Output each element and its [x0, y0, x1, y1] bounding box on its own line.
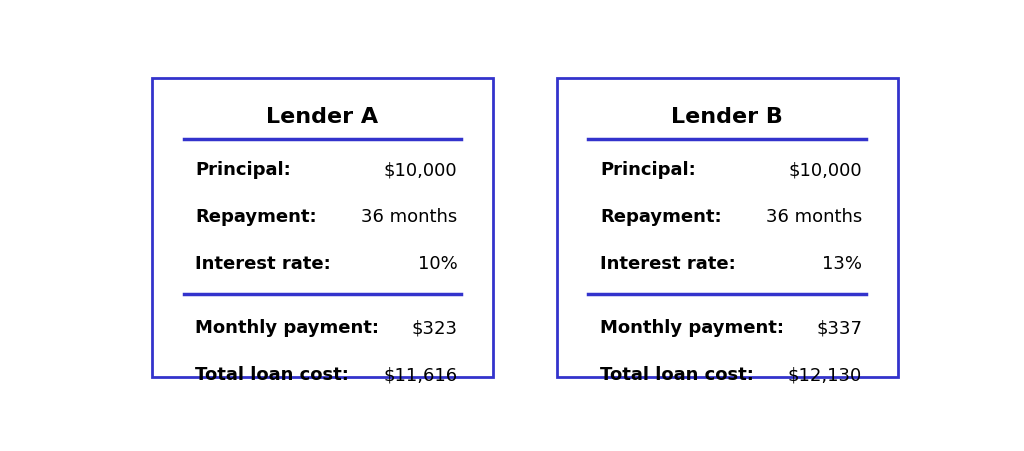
Text: Interest rate:: Interest rate: — [196, 255, 331, 273]
Text: 13%: 13% — [822, 255, 862, 273]
Text: 36 months: 36 months — [361, 208, 458, 226]
Text: Principal:: Principal: — [196, 161, 291, 179]
Text: Principal:: Principal: — [600, 161, 696, 179]
FancyBboxPatch shape — [152, 78, 494, 377]
Text: $10,000: $10,000 — [384, 161, 458, 179]
Text: 10%: 10% — [418, 255, 458, 273]
Text: Lender B: Lender B — [671, 106, 783, 127]
Text: $11,616: $11,616 — [383, 366, 458, 384]
FancyBboxPatch shape — [557, 78, 898, 377]
Text: Total loan cost:: Total loan cost: — [600, 366, 754, 384]
Text: $323: $323 — [412, 319, 458, 337]
Text: $12,130: $12,130 — [787, 366, 862, 384]
Text: Repayment:: Repayment: — [196, 208, 317, 226]
Text: 36 months: 36 months — [766, 208, 862, 226]
Text: $337: $337 — [816, 319, 862, 337]
Text: Interest rate:: Interest rate: — [600, 255, 736, 273]
Text: Repayment:: Repayment: — [600, 208, 722, 226]
Text: Monthly payment:: Monthly payment: — [196, 319, 380, 337]
Text: Monthly payment:: Monthly payment: — [600, 319, 784, 337]
Text: Total loan cost:: Total loan cost: — [196, 366, 349, 384]
Text: Lender A: Lender A — [266, 106, 379, 127]
Text: $10,000: $10,000 — [788, 161, 862, 179]
